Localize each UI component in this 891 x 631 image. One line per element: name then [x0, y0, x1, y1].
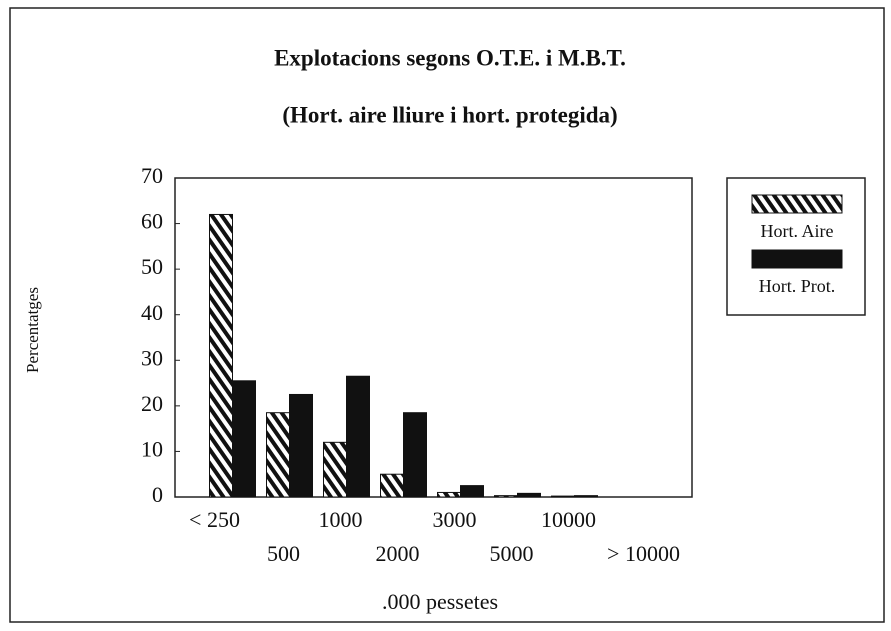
bar — [460, 485, 484, 498]
bar — [574, 495, 598, 498]
legend-label: Hort. Aire — [761, 221, 834, 241]
x-tick-label: 10000 — [541, 507, 596, 532]
y-tick-label: 30 — [141, 345, 163, 370]
x-tick-label: > 10000 — [607, 541, 680, 566]
bar — [494, 495, 518, 498]
bar — [380, 473, 404, 498]
bar — [346, 375, 370, 498]
x-tick-label: < 250 — [189, 507, 240, 532]
y-tick-label: 0 — [152, 482, 163, 507]
x-tick-label: 3000 — [433, 507, 477, 532]
x-axis-label: .000 pessetes — [382, 589, 498, 614]
bar — [266, 412, 290, 498]
legend-swatch — [751, 249, 843, 269]
bar — [209, 213, 233, 498]
bar — [437, 491, 461, 498]
y-tick-label: 70 — [141, 163, 163, 188]
bar — [517, 492, 541, 498]
y-tick-label: 10 — [141, 436, 163, 461]
page-frame — [9, 7, 885, 623]
y-tick-label: 20 — [141, 391, 163, 416]
x-tick-label: 5000 — [490, 541, 534, 566]
bar — [232, 380, 256, 498]
chart-subtitle: (Hort. aire lliure i hort. protegida) — [282, 102, 617, 127]
x-tick-label: 1000 — [319, 507, 363, 532]
x-tick-label: 2000 — [376, 541, 420, 566]
y-tick-label: 60 — [141, 209, 163, 234]
y-tick-label: 40 — [141, 300, 163, 325]
legend-swatch — [751, 194, 843, 214]
y-tick-label: 50 — [141, 254, 163, 279]
bar — [289, 393, 313, 498]
y-axis-label: Percentatges — [23, 287, 42, 373]
bar — [323, 441, 347, 498]
bar — [403, 412, 427, 498]
legend-label: Hort. Prot. — [759, 276, 836, 296]
bar — [551, 495, 575, 498]
x-tick-label: 500 — [267, 541, 300, 566]
plot-frame — [174, 177, 693, 498]
chart-title: Explotacions segons O.T.E. i M.B.T. — [274, 45, 626, 70]
